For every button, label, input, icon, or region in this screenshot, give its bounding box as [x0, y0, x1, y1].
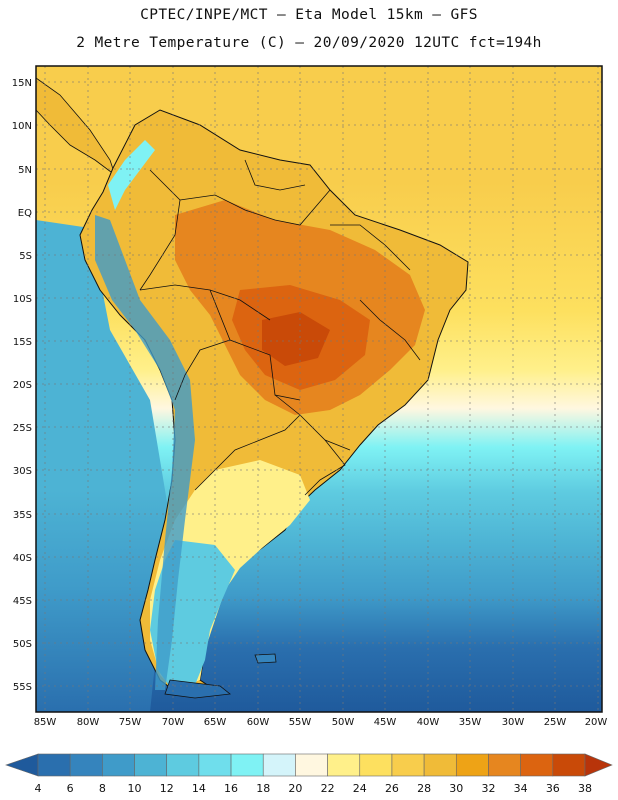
country-borders	[139, 159, 421, 496]
latitude-labels: 15N 10N 5N EQ 5S 10S 15S 20S 25S 30S 35S…	[12, 78, 32, 693]
lon-label: 80W	[77, 717, 100, 728]
map-title-line-1: CPTEC/INPE/MCT – Eta Model 15km – GFS	[140, 7, 478, 23]
colorbar-swatch	[134, 753, 168, 777]
central-america-land	[36, 77, 116, 177]
lat-label: 45S	[13, 596, 32, 607]
colorbar-tick-label: 8	[99, 782, 106, 795]
lon-label: 65W	[204, 717, 227, 728]
lat-label: EQ	[18, 208, 32, 219]
lon-label: 20W	[585, 717, 608, 728]
colorbar-swatch	[552, 753, 586, 777]
colorbar-swatch	[69, 753, 103, 777]
lat-label: 5N	[18, 165, 32, 176]
colorbar-tick-label: 22	[321, 782, 335, 795]
colorbar-swatch	[327, 753, 361, 777]
colorbar-swatch	[520, 753, 554, 777]
lon-label: 70W	[162, 717, 185, 728]
lat-label: 15N	[12, 78, 32, 89]
lon-label: 75W	[119, 717, 142, 728]
colorbar-tick-label: 26	[385, 782, 399, 795]
colorbar-swatch	[359, 753, 393, 777]
colorbar-tick-label: 32	[481, 782, 495, 795]
colorbar-swatch	[102, 753, 135, 777]
colorbar-tick-label: 14	[192, 782, 206, 795]
colorbar-swatch	[295, 753, 328, 777]
graticule	[36, 66, 602, 712]
lat-label: 5S	[19, 251, 32, 262]
lat-label: 55S	[13, 682, 32, 693]
lat-label: 40S	[13, 553, 32, 564]
lon-label: 30W	[502, 717, 525, 728]
lon-label: 40W	[417, 717, 440, 728]
lon-label: 60W	[247, 717, 270, 728]
colorbar-swatch	[262, 753, 296, 777]
lat-label: 10S	[13, 294, 32, 305]
colorbar-swatch	[423, 753, 457, 777]
colorbar-tick-label: 10	[128, 782, 142, 795]
colorbar-swatch	[166, 753, 200, 777]
lon-label: 25W	[544, 717, 567, 728]
colorbar-tick-label: 16	[224, 782, 238, 795]
colorbar-low-arrow	[5, 753, 39, 777]
colorbar-tick-label: 12	[160, 782, 174, 795]
andes-north-cool	[108, 140, 155, 210]
longitude-labels: 85W 80W 75W 70W 65W 60W 55W 50W 45W 40W …	[34, 717, 608, 728]
colorbar-tick-label: 28	[417, 782, 431, 795]
falkland-islands	[254, 653, 277, 664]
lat-label: 25S	[13, 423, 32, 434]
lat-label: 10N	[12, 121, 32, 132]
colorbar-tick-label: 18	[256, 782, 270, 795]
lat-label: 30S	[13, 466, 32, 477]
lon-label: 85W	[34, 717, 57, 728]
colorbar-tick-label: 24	[353, 782, 367, 795]
tierra-del-fuego	[164, 679, 232, 699]
lat-label: 15S	[13, 337, 32, 348]
colorbar-swatch	[488, 753, 521, 777]
lon-label: 35W	[459, 717, 482, 728]
lat-label: 20S	[13, 380, 32, 391]
lat-label: 35S	[13, 510, 32, 521]
colorbar-tick-label: 20	[288, 782, 302, 795]
colorbar-swatch	[391, 753, 425, 777]
colorbar-swatch	[455, 753, 489, 777]
colorbar-tick-label: 38	[578, 782, 592, 795]
andes-cold-strip	[95, 215, 195, 690]
pacific-ocean-field	[36, 220, 170, 712]
hottest-spots	[262, 312, 330, 366]
colorbar-tick-label: 34	[514, 782, 528, 795]
lon-label: 55W	[289, 717, 312, 728]
colorbar-high-arrow	[584, 753, 613, 777]
colorbar-swatch	[230, 753, 264, 777]
lat-label: 50S	[13, 639, 32, 650]
lon-label: 50W	[332, 717, 355, 728]
colorbar-tick-label: 6	[67, 782, 74, 795]
map-frame	[35, 65, 603, 713]
colorbar-tick-label: 30	[449, 782, 463, 795]
lon-label: 45W	[374, 717, 397, 728]
colorbar-swatch	[198, 753, 232, 777]
colorbar-swatch	[37, 753, 71, 777]
map-title-line-2: 2 Metre Temperature (C) – 20/09/2020 12U…	[76, 35, 542, 51]
colorbar-tick-label: 4	[35, 782, 42, 795]
colorbar-tick-label: 36	[546, 782, 560, 795]
